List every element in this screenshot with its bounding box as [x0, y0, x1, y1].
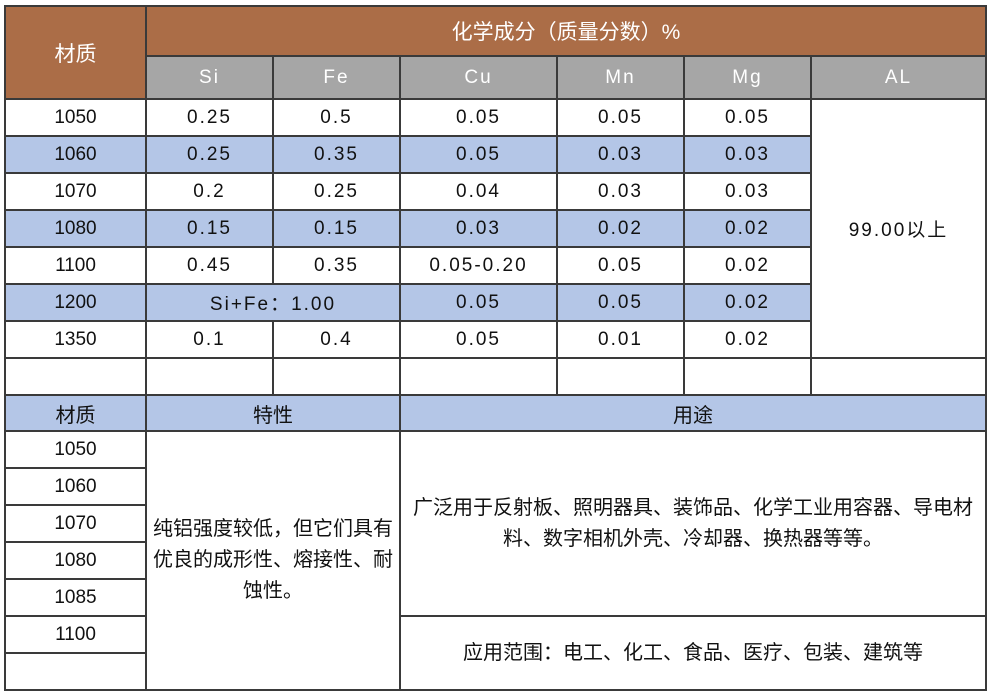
- fe-cell: 0.15: [272, 209, 401, 248]
- property-header: 特性: [145, 394, 401, 432]
- grade-cell: 1085: [4, 578, 147, 617]
- cu-cell: 0.05: [399, 320, 558, 359]
- empty-cell: [683, 357, 812, 396]
- mn-cell: 0.05: [556, 283, 685, 322]
- mn-cell: 0.01: [556, 320, 685, 359]
- mn-cell: 0.05: [556, 98, 685, 137]
- grade-cell: 1050: [4, 98, 147, 137]
- empty-cell: [556, 357, 685, 396]
- si-fe-cell: Si+Fe：1.00: [145, 283, 401, 322]
- si-cell: 0.45: [145, 246, 274, 285]
- cu-cell: 0.03: [399, 209, 558, 248]
- aluminum-composition-table: 材质 化学成分（质量分数）% Si Fe Cu Mn Mg AL 1050 0.…: [4, 5, 987, 691]
- usage-text: 广泛用于反射板、照明器具、装饰品、化学工业用容器、导电材料、数字相机外壳、冷却器…: [399, 430, 987, 617]
- fe-cell: 0.35: [272, 135, 401, 174]
- mn-cell: 0.02: [556, 209, 685, 248]
- grade-cell: 1080: [4, 209, 147, 248]
- element-header-cu: Cu: [399, 55, 558, 100]
- grade-cell: 1100: [4, 615, 147, 654]
- mg-cell: 0.05: [683, 98, 812, 137]
- table-row: 1070 0.2 0.25 0.04 0.03 0.03: [4, 172, 986, 211]
- grade-cell: 1080: [4, 541, 147, 580]
- mg-cell: 0.03: [683, 135, 812, 174]
- grade-cell: 1060: [4, 467, 147, 506]
- grade-cell: 1100: [4, 246, 147, 285]
- grade-cell: 1070: [4, 504, 147, 543]
- usage-header: 用途: [399, 394, 987, 432]
- fe-cell: 0.4: [272, 320, 401, 359]
- element-header-mn: Mn: [556, 55, 685, 100]
- grade-cell: 1060: [4, 135, 147, 174]
- cu-cell: 0.05: [399, 135, 558, 174]
- composition-header: 化学成分（质量分数）%: [145, 5, 987, 57]
- fe-cell: 0.25: [272, 172, 401, 211]
- application-text: 应用范围：电工、化工、食品、医疗、包装、建筑等: [399, 615, 987, 691]
- empty-cell: [145, 357, 274, 396]
- cu-cell: 0.04: [399, 172, 558, 211]
- grade-cell: 1200: [4, 283, 147, 322]
- element-header-fe: Fe: [272, 55, 401, 100]
- si-cell: 0.2: [145, 172, 274, 211]
- cu-cell: 0.05: [399, 283, 558, 322]
- fe-cell: 0.5: [272, 98, 401, 137]
- si-cell: 0.15: [145, 209, 274, 248]
- table-row: 1350 0.1 0.4 0.05 0.01 0.02: [4, 320, 986, 359]
- mn-cell: 0.03: [556, 172, 685, 211]
- table-row: 1050 0.25 0.5 0.05 0.05 0.05 99.00以上: [4, 98, 987, 359]
- empty-cell: [399, 357, 558, 396]
- mn-cell: 0.03: [556, 135, 685, 174]
- grade-cell: 1070: [4, 172, 147, 211]
- property-text: 纯铝强度较低，但它们具有优良的成形性、熔接性、耐蚀性。: [145, 430, 401, 691]
- cu-cell: 0.05-0.20: [399, 246, 558, 285]
- mg-cell: 0.03: [683, 172, 812, 211]
- fe-cell: 0.35: [272, 246, 401, 285]
- empty-cell: [4, 652, 147, 691]
- grade-cell: 1050: [4, 430, 147, 469]
- al-cell: 99.00以上: [810, 98, 987, 359]
- cu-cell: 0.05: [399, 98, 558, 137]
- si-cell: 0.1: [145, 320, 274, 359]
- si-cell: 0.25: [145, 98, 274, 137]
- mg-cell: 0.02: [683, 246, 812, 285]
- table-row: 1100 0.45 0.35 0.05-0.20 0.05 0.02: [4, 246, 986, 285]
- empty-cell: [810, 357, 987, 396]
- mg-cell: 0.02: [683, 283, 812, 322]
- element-header-al: AL: [810, 55, 987, 100]
- element-header-si: Si: [145, 55, 274, 100]
- element-header-mg: Mg: [683, 55, 812, 100]
- mn-cell: 0.05: [556, 246, 685, 285]
- si-cell: 0.25: [145, 135, 274, 174]
- material-header: 材质: [4, 5, 147, 100]
- material-header-2: 材质: [4, 394, 147, 432]
- empty-row: [4, 357, 987, 396]
- mg-cell: 0.02: [683, 209, 812, 248]
- grade-cell: 1350: [4, 320, 147, 359]
- empty-cell: [272, 357, 401, 396]
- empty-cell: [4, 357, 147, 396]
- mg-cell: 0.02: [683, 320, 812, 359]
